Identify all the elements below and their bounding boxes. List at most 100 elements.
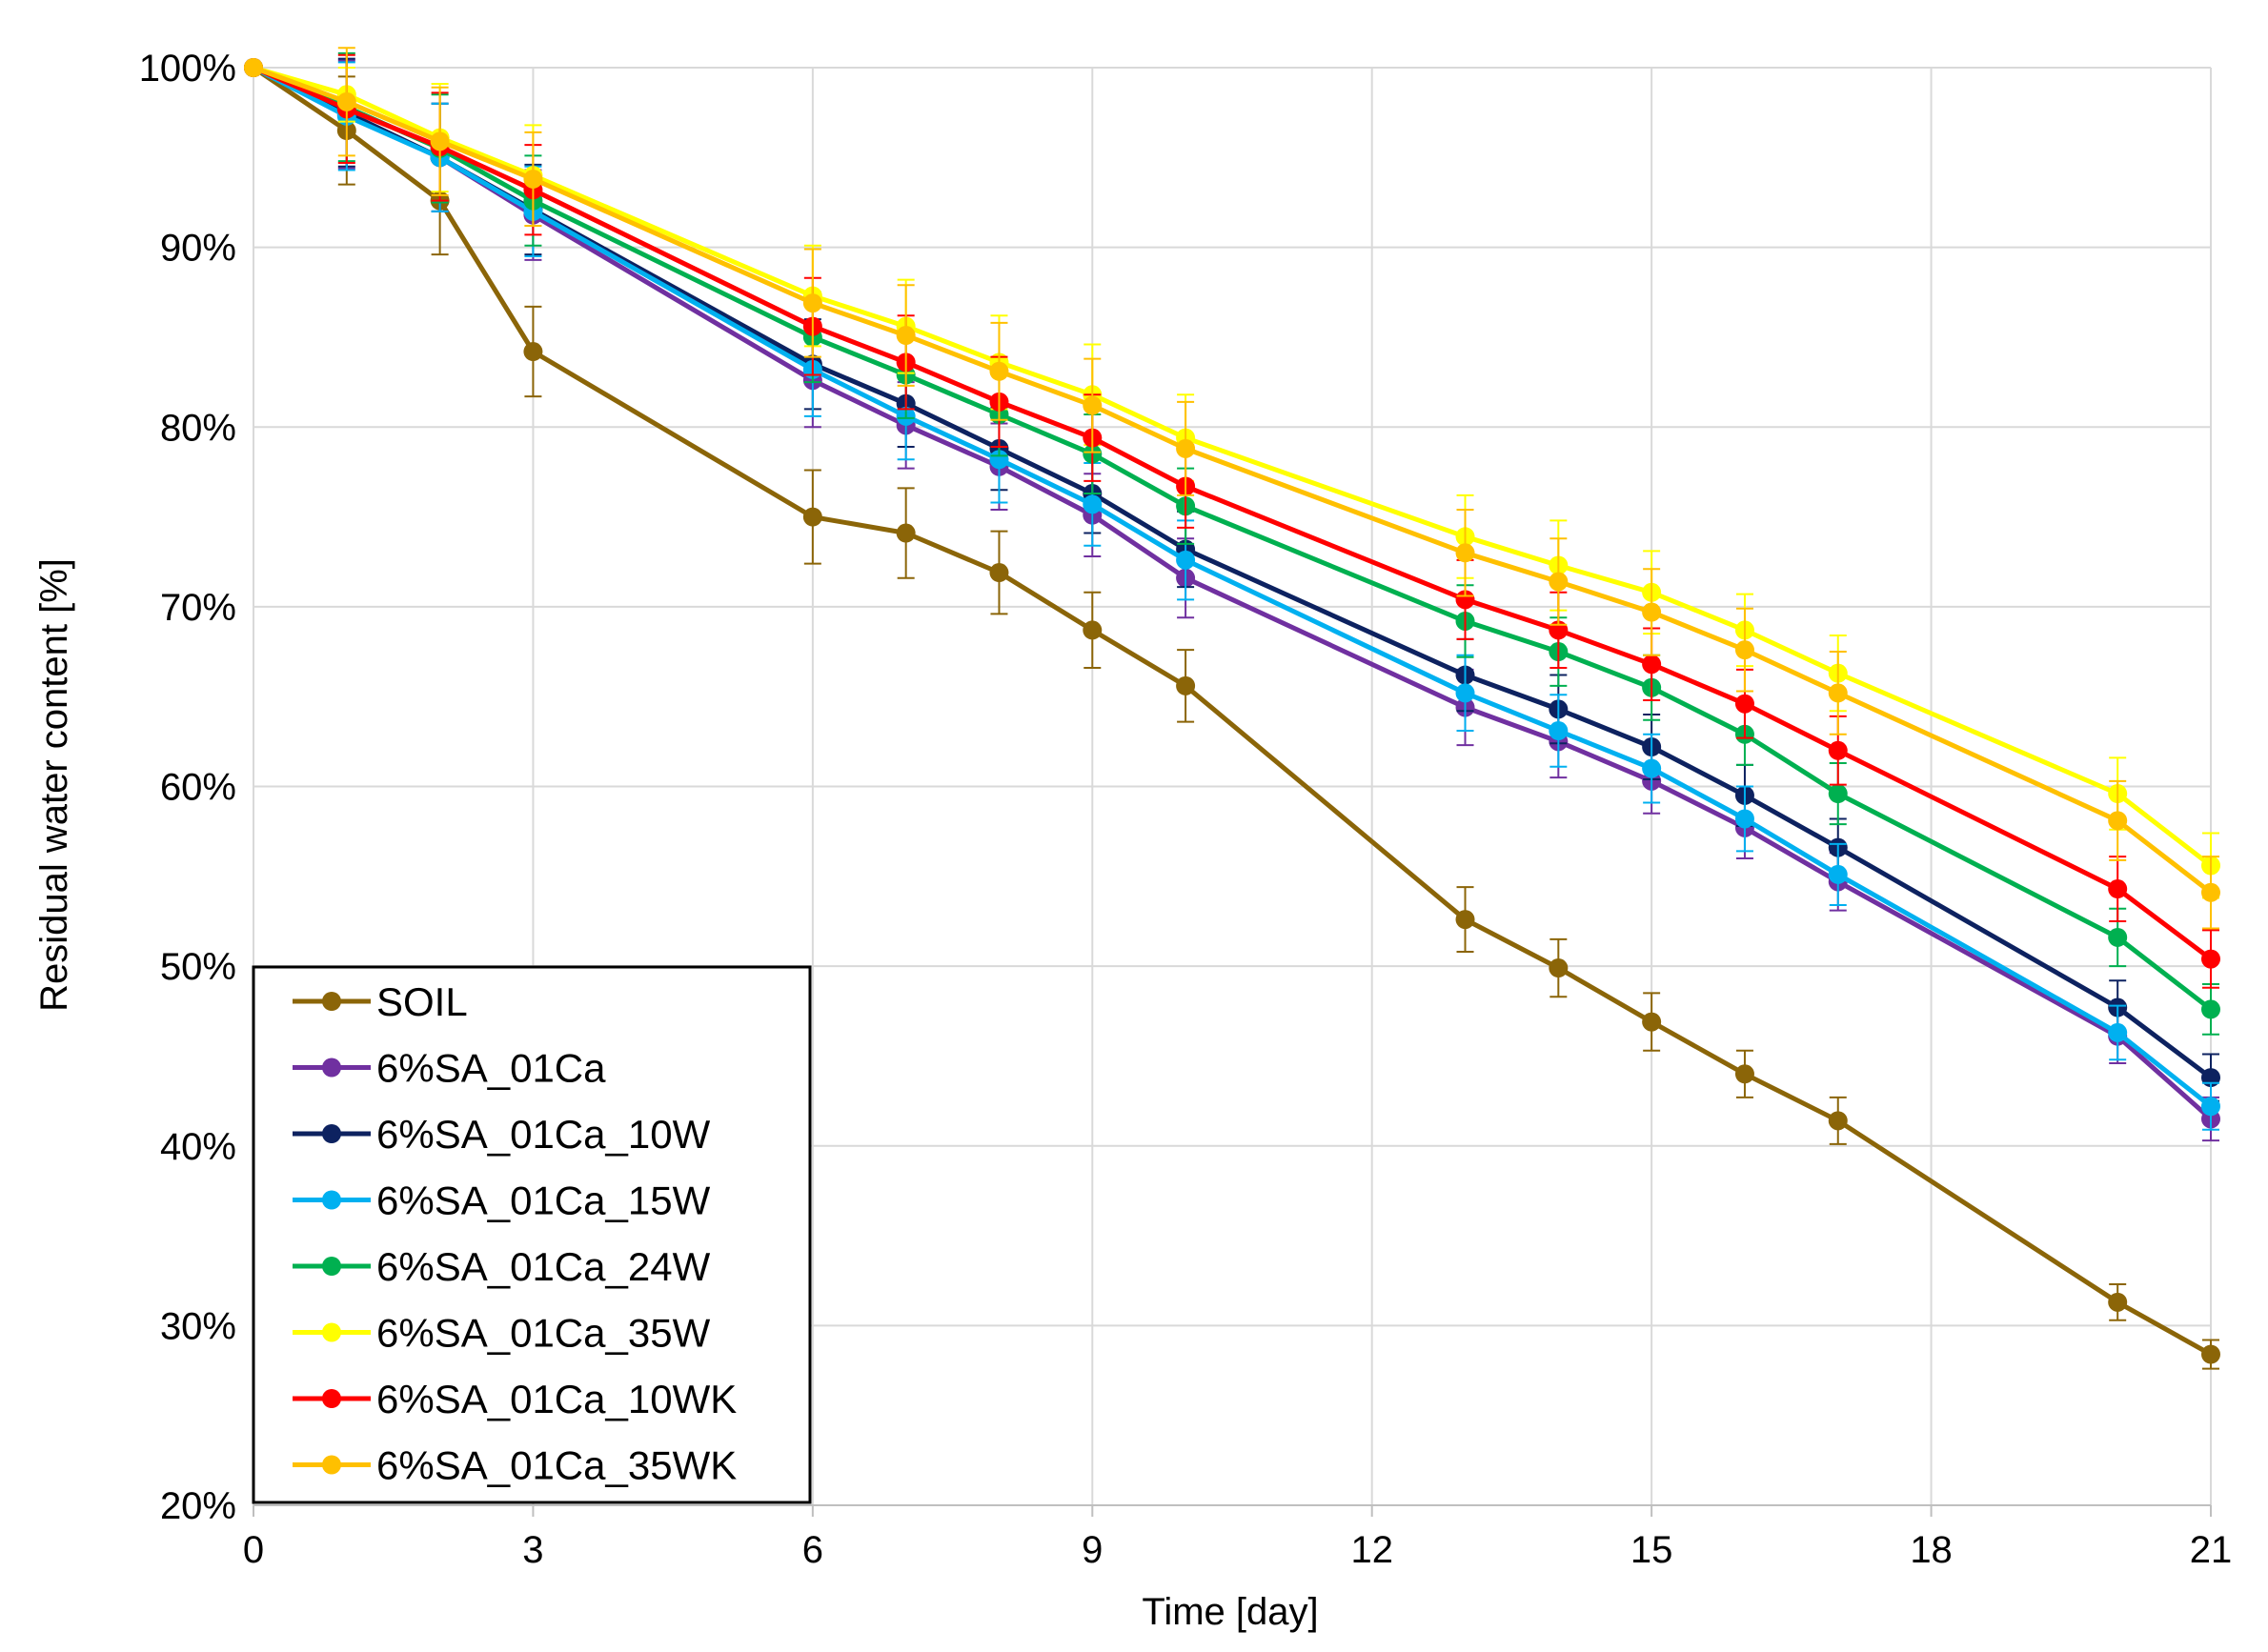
legend-item: 6%SA_01Ca_15W <box>293 1179 711 1223</box>
legend-swatch-marker <box>322 1058 341 1078</box>
x-axis-label: Time [day] <box>1142 1591 1318 1633</box>
x-tick-label: 6 <box>802 1529 823 1571</box>
data-point <box>1176 438 1196 458</box>
legend-item: 6%SA_01Ca <box>293 1046 606 1091</box>
data-point <box>896 326 916 346</box>
data-point <box>1549 721 1569 741</box>
legend-label: SOIL <box>376 979 468 1024</box>
data-point <box>1176 675 1196 695</box>
y-tick-label: 40% <box>160 1126 236 1168</box>
series-line <box>252 65 2213 961</box>
data-point <box>2108 1292 2128 1312</box>
plot-series <box>244 47 2220 1370</box>
legend-item: 6%SA_01Ca_10WK <box>293 1377 737 1421</box>
legend-swatch-marker <box>322 1389 341 1408</box>
legend-box <box>252 965 812 1504</box>
x-tick-label: 18 <box>1910 1529 1953 1571</box>
x-tick-label: 9 <box>1082 1529 1103 1571</box>
data-point <box>1455 590 1475 610</box>
legend-label: 6%SA_01Ca <box>376 1046 606 1091</box>
series-6%SA_01Ca_24W <box>244 51 2220 1036</box>
data-point <box>1549 958 1569 978</box>
legend: SOIL 6%SA_01Ca 6%SA_01Ca_10W 6%SA_01Ca_15W 6… <box>252 965 812 1504</box>
data-point <box>989 563 1009 583</box>
data-point <box>896 523 916 543</box>
data-point <box>1549 572 1569 592</box>
legend-swatch-marker <box>322 1322 341 1342</box>
legend-item: 6%SA_01Ca_35WK <box>293 1443 737 1488</box>
y-tick-label: 100% <box>139 48 236 90</box>
legend-item: SOIL <box>293 979 468 1024</box>
axes <box>253 1504 2212 1517</box>
data-point <box>1455 543 1475 563</box>
series-line <box>252 65 2213 1357</box>
data-point <box>1083 395 1103 415</box>
series-SOIL <box>244 58 2220 1370</box>
data-point <box>1642 1012 1662 1032</box>
legend-label: 6%SA_01Ca_10W <box>376 1112 711 1157</box>
data-point <box>1734 640 1754 660</box>
series-6%SA_01Ca_10WK <box>244 53 2220 989</box>
data-point <box>802 507 822 527</box>
data-point <box>1828 1111 1848 1131</box>
data-point <box>1828 740 1848 760</box>
x-tick-label: 0 <box>243 1529 264 1571</box>
data-point <box>430 131 450 151</box>
data-point <box>989 361 1009 381</box>
data-point <box>1642 602 1662 622</box>
series-line <box>253 65 2213 1012</box>
y-tick-label: 50% <box>160 946 236 988</box>
legend-swatch-marker <box>322 1455 341 1475</box>
data-point <box>2108 927 2128 947</box>
legend-label: 6%SA_01Ca_24W <box>376 1244 711 1289</box>
x-tick-label: 3 <box>522 1529 543 1571</box>
legend-swatch-marker <box>322 1190 341 1210</box>
data-point <box>1828 864 1848 884</box>
data-point <box>523 342 543 362</box>
data-point <box>336 91 356 111</box>
data-point <box>2108 1022 2128 1042</box>
series-line <box>253 65 2213 868</box>
data-point <box>1734 1064 1754 1084</box>
data-point <box>523 169 543 189</box>
legend-swatch-marker <box>322 992 341 1011</box>
data-point <box>2108 811 2128 831</box>
y-tick-label: 70% <box>160 587 236 629</box>
y-axis-label: Residual water content [%] <box>33 558 75 1012</box>
y-tick-label: 30% <box>160 1305 236 1347</box>
legend-swatch-marker <box>322 1124 341 1143</box>
data-point <box>1455 683 1475 703</box>
legend-item: 6%SA_01Ca_10W <box>293 1112 711 1157</box>
data-point <box>2201 999 2220 1019</box>
series-line <box>253 65 2213 895</box>
y-tick-label: 80% <box>160 407 236 449</box>
data-point <box>244 58 263 77</box>
series-6%SA_01Ca_35WK <box>244 47 2220 930</box>
legend-item: 6%SA_01Ca_24W <box>293 1244 711 1289</box>
y-tick-label: 90% <box>160 228 236 270</box>
legend-item: 6%SA_01Ca_35W <box>293 1311 711 1356</box>
data-point <box>2201 882 2220 902</box>
x-tick-label: 12 <box>1350 1529 1393 1571</box>
data-point <box>1642 758 1662 778</box>
legend-label: 6%SA_01Ca_15W <box>376 1179 711 1223</box>
legend-label: 6%SA_01Ca_35WK <box>376 1443 737 1488</box>
x-tick-label: 21 <box>2190 1529 2233 1571</box>
data-point <box>1828 683 1848 703</box>
series-line <box>252 65 2213 1121</box>
data-point <box>2201 949 2220 969</box>
legend-items: SOIL 6%SA_01Ca 6%SA_01Ca_10W 6%SA_01Ca_15W 6… <box>293 979 737 1488</box>
data-point <box>1455 910 1475 930</box>
y-tick-label: 60% <box>160 767 236 809</box>
data-point <box>1734 694 1754 714</box>
data-point <box>1083 620 1103 640</box>
data-point <box>1176 550 1196 570</box>
data-point <box>1734 809 1754 829</box>
data-point <box>1828 784 1848 804</box>
data-point <box>1642 655 1662 675</box>
data-point <box>1083 494 1103 514</box>
x-tick-labels: 0 3 6 9 12 15 18 21 <box>243 1529 2232 1571</box>
series-line <box>252 65 2213 1109</box>
y-tick-label: 20% <box>160 1485 236 1527</box>
